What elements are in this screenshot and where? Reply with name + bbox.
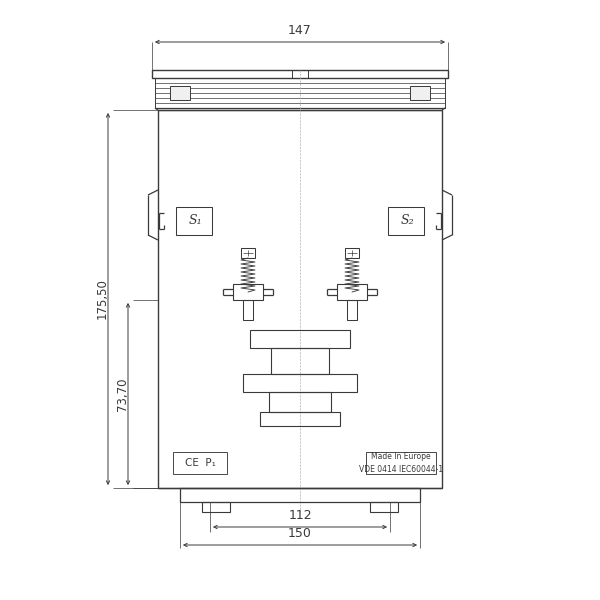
Bar [370, 502, 398, 512]
Bar [155, 78, 445, 108]
Bar [243, 374, 357, 392]
Bar [388, 207, 424, 235]
Bar [158, 110, 442, 488]
Text: 112: 112 [288, 509, 312, 522]
Bar [241, 248, 255, 258]
Text: S₂: S₂ [400, 214, 414, 227]
Bar [170, 86, 190, 100]
Bar [233, 284, 263, 300]
Text: Made In Europe
VDE 0414 IEC60044-1: Made In Europe VDE 0414 IEC60044-1 [359, 452, 443, 474]
Bar [347, 300, 357, 320]
Bar [260, 412, 340, 426]
Bar [292, 70, 308, 78]
Bar [152, 70, 448, 78]
Bar [337, 284, 367, 300]
Text: 150: 150 [288, 527, 312, 540]
Bar [176, 207, 212, 235]
Bar [250, 330, 350, 348]
Bar [180, 488, 420, 502]
Text: 175,50: 175,50 [95, 278, 109, 319]
Bar [410, 86, 430, 100]
Text: 73,70: 73,70 [115, 377, 128, 411]
Text: CE  P₁: CE P₁ [185, 458, 215, 468]
Bar [271, 348, 329, 374]
Text: S₁: S₁ [188, 214, 202, 227]
Bar [173, 452, 227, 474]
Bar [202, 502, 230, 512]
Bar [345, 248, 359, 258]
Bar [243, 300, 253, 320]
Bar [366, 452, 436, 474]
Bar [269, 392, 331, 412]
Text: 147: 147 [288, 24, 312, 37]
